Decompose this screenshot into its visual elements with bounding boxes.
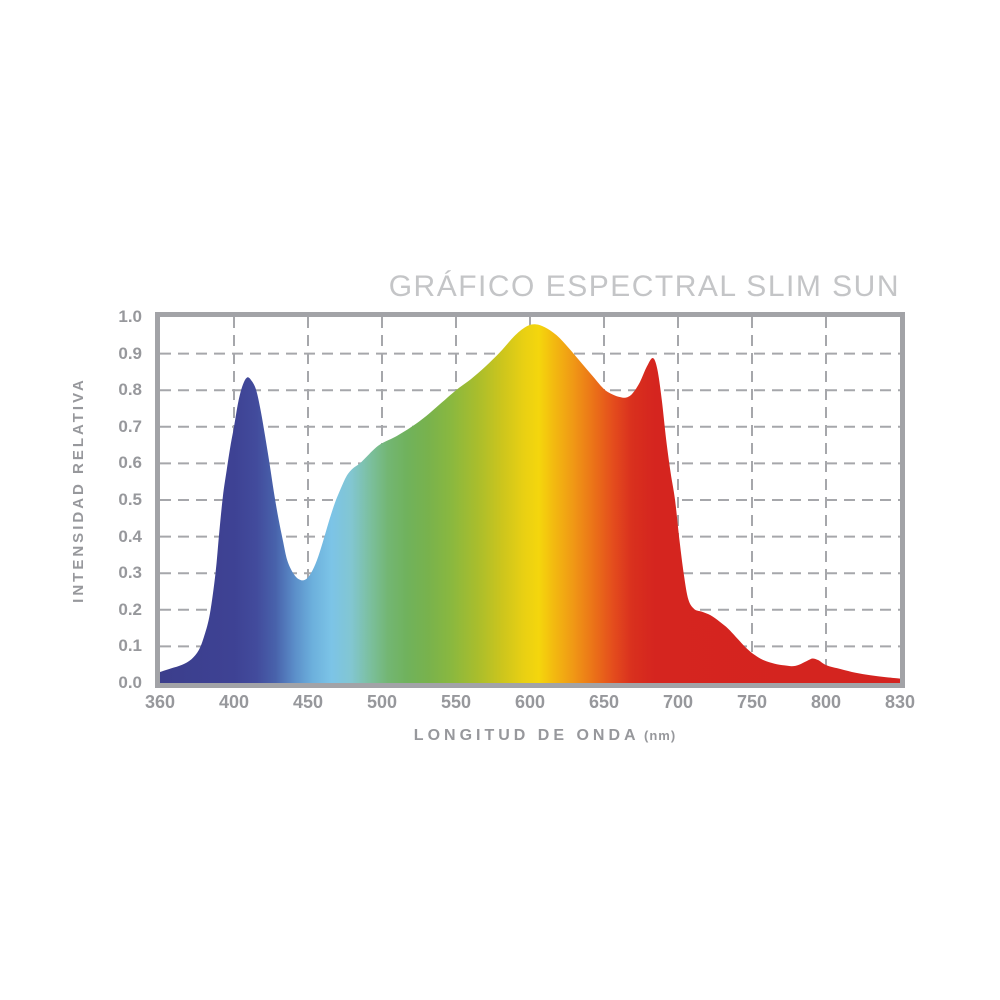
- y-tick-label: 0.3: [118, 563, 142, 583]
- y-tick-label: 0.8: [118, 380, 142, 400]
- y-tick-label: 0.2: [118, 599, 142, 619]
- spectrum-area: [160, 324, 900, 683]
- x-tick-label: 750: [736, 692, 768, 712]
- x-tick-label: 600: [514, 692, 546, 712]
- y-tick-label: 0.0: [118, 673, 142, 692]
- x-axis-title-unit: (nm): [644, 728, 677, 743]
- y-tick-label: 0.7: [118, 416, 142, 436]
- x-tick-label: 450: [292, 692, 324, 712]
- x-tick-label: 700: [662, 692, 694, 712]
- x-tick-label: 650: [588, 692, 620, 712]
- x-tick-label: 400: [218, 692, 250, 712]
- y-tick-label: 0.9: [118, 343, 142, 363]
- x-axis-title-text: LONGITUD DE ONDA: [413, 727, 640, 744]
- x-axis-title: LONGITUD DE ONDA (nm): [245, 727, 845, 745]
- y-tick-label: 0.5: [118, 490, 142, 509]
- chart-title: GRÁFICO ESPECTRAL SLIM SUN: [388, 270, 900, 303]
- x-tick-label: 830: [884, 692, 916, 712]
- x-tick-label: 500: [366, 692, 398, 712]
- x-tick-label: 800: [810, 692, 842, 712]
- spectral-plot-svg: [160, 317, 900, 683]
- plot-area: [160, 317, 900, 683]
- x-tick-label: 360: [144, 692, 176, 712]
- x-tick-label: 550: [440, 692, 472, 712]
- y-tick-label: 0.1: [118, 636, 142, 656]
- y-tick-label: 0.4: [118, 526, 142, 546]
- y-tick-label: 0.6: [118, 453, 142, 473]
- y-tick-label: 1.0: [118, 307, 142, 326]
